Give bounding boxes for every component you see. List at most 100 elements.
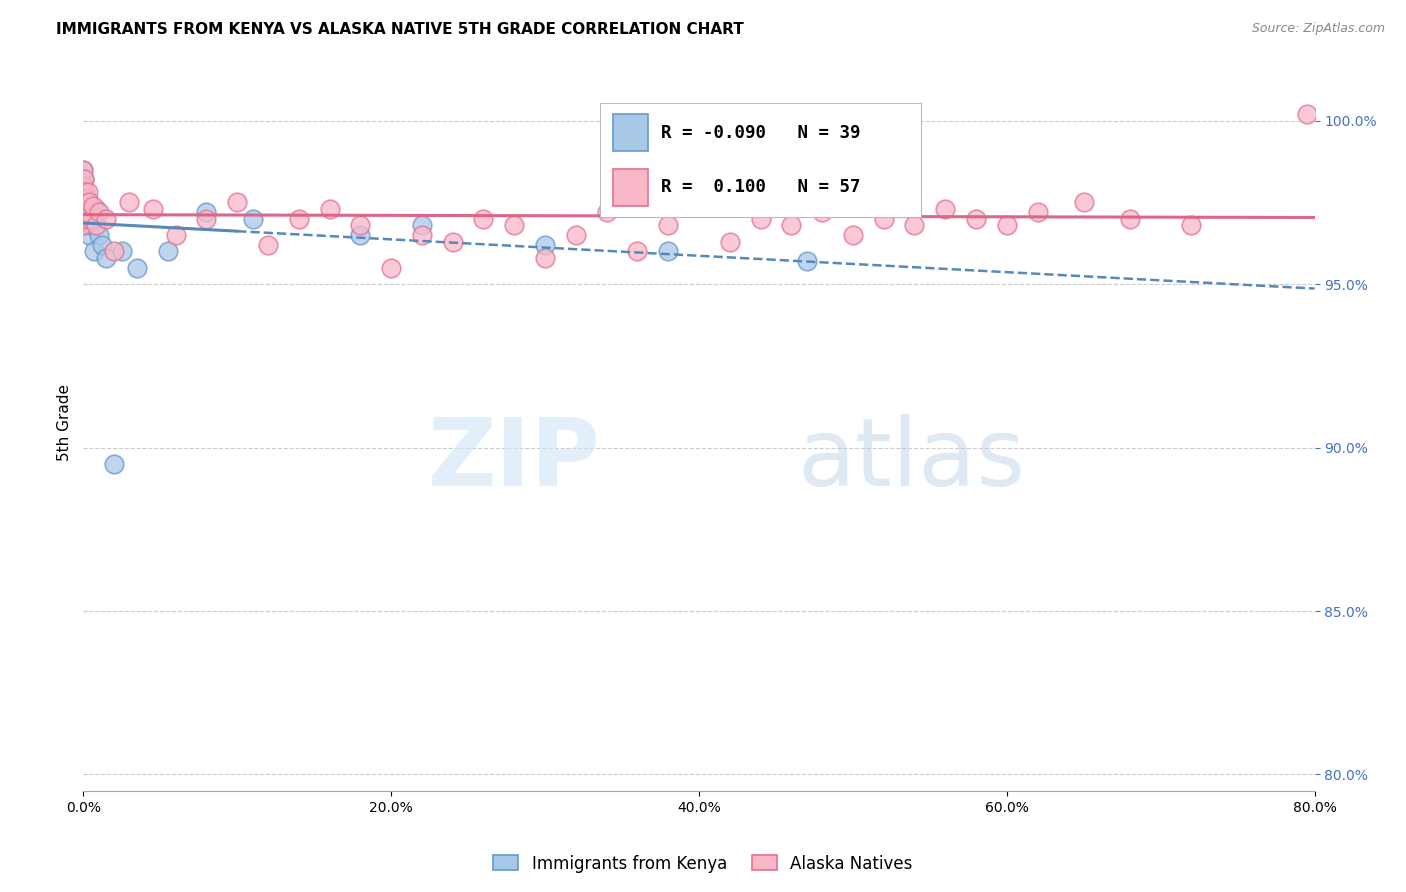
Point [83,244,105,259]
Point [534,237,557,252]
Point [965,211,987,226]
Point [77,195,100,210]
Point [77,205,100,219]
Point [165,227,187,242]
Point [73,172,96,186]
Point [718,235,741,249]
Point [472,211,495,226]
Point [657,244,679,259]
Point [257,237,280,252]
Point [73,186,96,200]
Text: Source: ZipAtlas.com: Source: ZipAtlas.com [1251,22,1385,36]
Point [75,202,97,216]
Point [96,251,118,265]
Point [73,195,96,210]
Point [72,218,94,232]
Point [565,227,588,242]
Point [72,162,94,177]
Point [103,457,125,471]
Point [75,218,97,232]
Point [72,202,94,216]
Point [1180,218,1202,232]
Point [903,218,925,232]
Point [111,244,134,259]
Point [318,202,340,216]
Point [411,218,433,232]
Point [77,227,100,242]
Point [80,211,103,226]
Point [72,218,94,232]
Point [75,198,97,212]
Point [72,195,94,210]
Point [380,260,402,275]
Point [90,237,112,252]
Point [72,211,94,226]
Point [1119,211,1142,226]
Point [82,211,104,226]
Point [1026,205,1049,219]
Point [1296,107,1319,121]
Point [995,218,1018,232]
Point [84,218,107,232]
Point [79,195,101,210]
Point [75,195,97,210]
Point [411,227,433,242]
Point [72,162,94,177]
Point [688,195,710,210]
Point [76,208,98,222]
Point [657,218,679,232]
Point [73,215,96,229]
Point [76,192,98,206]
Point [127,260,149,275]
Point [87,227,110,242]
Point [226,195,249,210]
Point [749,211,772,226]
Point [242,211,264,226]
Point [75,211,97,226]
Point [441,235,464,249]
Point [73,192,96,206]
Point [73,205,96,219]
Point [73,172,96,186]
Point [79,205,101,219]
Point [96,211,118,226]
Point [934,202,956,216]
Point [195,211,218,226]
Point [87,205,110,219]
Point [75,211,97,226]
Point [156,244,179,259]
Y-axis label: 5th Grade: 5th Grade [58,384,72,461]
Point [73,195,96,210]
Point [72,186,94,200]
Point [842,227,865,242]
Point [349,227,371,242]
Legend: Immigrants from Kenya, Alaska Natives: Immigrants from Kenya, Alaska Natives [486,848,920,880]
Point [80,218,103,232]
Point [872,211,894,226]
Text: atlas: atlas [797,414,1026,506]
Point [349,218,371,232]
Point [82,198,104,212]
Point [503,218,526,232]
Point [77,186,100,200]
Point [103,244,125,259]
Point [118,195,141,210]
Point [195,205,218,219]
Point [287,211,309,226]
Point [72,178,94,193]
Point [73,205,96,219]
Point [72,205,94,219]
Point [1073,195,1095,210]
Point [72,178,94,193]
Point [595,205,617,219]
Point [796,254,818,268]
Point [84,202,107,216]
Point [626,244,648,259]
Text: IMMIGRANTS FROM KENYA VS ALASKA NATIVE 5TH GRADE CORRELATION CHART: IMMIGRANTS FROM KENYA VS ALASKA NATIVE 5… [56,22,744,37]
Point [72,192,94,206]
Text: ZIP: ZIP [427,414,600,506]
Point [73,186,96,200]
Point [780,218,803,232]
Point [75,202,97,216]
Point [534,251,557,265]
